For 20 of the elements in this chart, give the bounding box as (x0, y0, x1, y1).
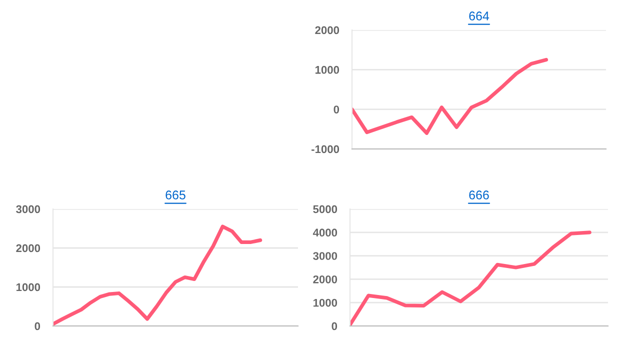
y-tick-label: 1000 (315, 66, 340, 74)
line-series (53, 224, 262, 326)
line-series (350, 230, 592, 326)
y-tick-label: 2000 (313, 275, 338, 284)
line-series (352, 58, 548, 135)
chart-title: 664 (469, 12, 490, 20)
y-tick-label: 4000 (312, 228, 338, 237)
y-tick-label: 1000 (313, 298, 338, 307)
y-tick-label: 2000 (315, 26, 340, 34)
y-tick-label: -1000 (312, 145, 340, 154)
y-tick-label: 5000 (313, 205, 338, 214)
chart-title: 666 (469, 190, 489, 200)
y-tick-label: 0 (334, 106, 340, 114)
y-tick-label: 3000 (16, 205, 40, 214)
y-tick-label: 1000 (16, 283, 40, 292)
chart-title: 665 (166, 190, 186, 200)
y-tick-label: 0 (34, 322, 40, 330)
y-tick-label: 3000 (313, 252, 338, 260)
y-tick-label: 2000 (16, 244, 40, 252)
y-tick-label: 0 (332, 322, 338, 330)
